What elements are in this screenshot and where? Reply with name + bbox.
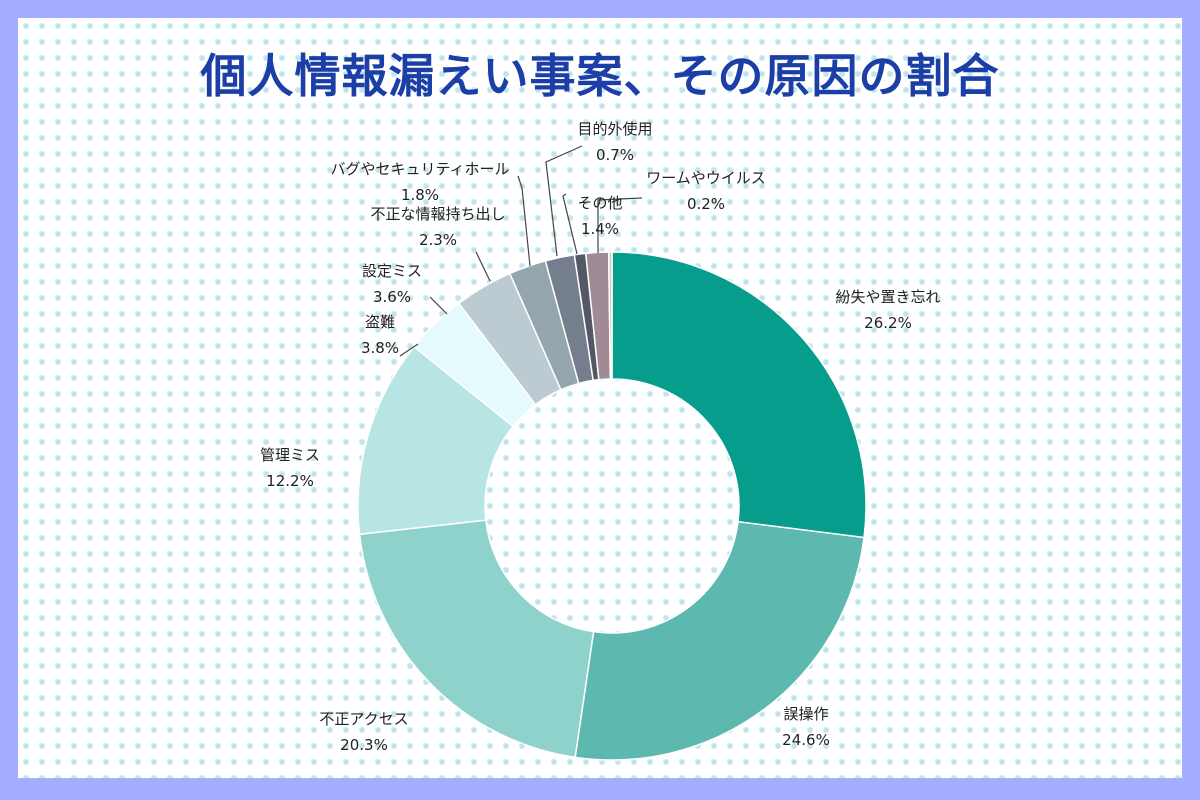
slice-label-7: バグやセキュリティホール — [330, 160, 509, 178]
slice-label-4: 盗難 — [365, 313, 395, 331]
chart-title: 個人情報漏えい事案、その原因の割合 — [200, 49, 1000, 103]
leader-line-8 — [545, 145, 583, 257]
slice-label-8: 目的外使用 — [577, 120, 652, 138]
slice-labels: 紛失や置き忘れ 26.2% 誤操作 24.6% 不正アクセス 20.3% 管理ミス 12.2%… — [260, 120, 941, 754]
donut-slice-0 — [611, 251, 867, 539]
slice-value-0: 26.2% — [864, 314, 912, 332]
donut-slice-2 — [358, 519, 595, 759]
slice-label-6: 不正な情報持ち出し — [370, 205, 505, 223]
donut-slice-3 — [357, 345, 515, 536]
donut-slices — [357, 251, 867, 761]
slice-value-9: 1.4% — [581, 220, 619, 238]
slice-value-7: 1.8% — [401, 186, 439, 204]
leader-line-10 — [597, 197, 643, 253]
slice-value-3: 12.2% — [266, 472, 314, 490]
slice-value-1: 24.6% — [782, 731, 830, 749]
chart-background — [18, 18, 1182, 778]
slice-label-0: 紛失や置き忘れ — [835, 288, 940, 306]
donut-slice-1 — [574, 520, 865, 761]
slice-value-10: 0.2% — [687, 195, 725, 213]
slice-label-10: ワームやウイルス — [646, 169, 766, 187]
slice-label-9: その他 — [577, 194, 622, 212]
slice-value-5: 3.6% — [373, 288, 411, 306]
leader-lines — [399, 145, 643, 357]
slice-value-4: 3.8% — [361, 339, 399, 357]
slice-value-6: 2.3% — [419, 231, 457, 249]
slice-value-2: 20.3% — [340, 736, 388, 754]
slice-value-8: 0.7% — [596, 146, 634, 164]
donut-slice-10 — [607, 251, 613, 380]
leader-line-5 — [429, 296, 448, 315]
slice-label-2: 不正アクセス — [319, 710, 408, 728]
slice-label-1: 誤操作 — [783, 705, 828, 723]
leader-line-4 — [399, 343, 419, 357]
leader-line-6 — [475, 251, 491, 282]
slice-label-3: 管理ミス — [260, 446, 320, 464]
slice-label-5: 設定ミス — [362, 262, 422, 280]
leader-line-9 — [562, 193, 578, 255]
leader-line-7 — [517, 175, 531, 267]
